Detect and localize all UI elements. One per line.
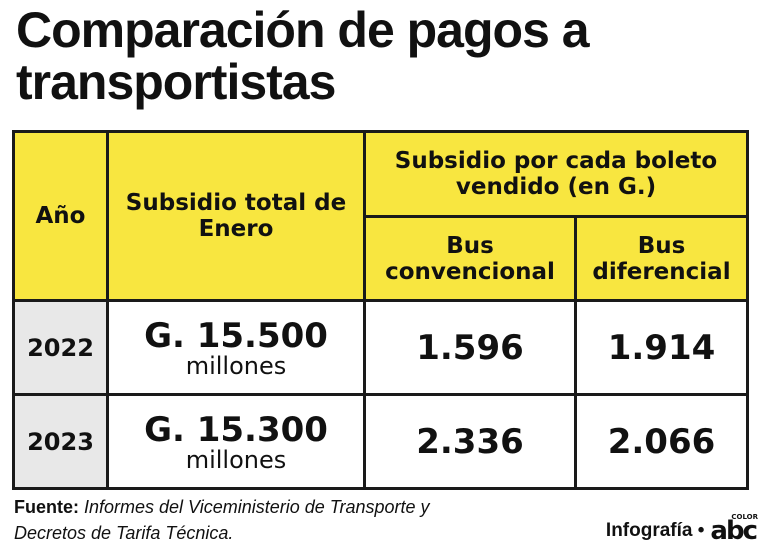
conventional-value: 1.596 [363, 299, 577, 396]
logo-text: abc [710, 516, 758, 546]
total-subsidy-cell: G. 15.500 millones [106, 299, 366, 396]
total-amount: G. 15.500 [144, 315, 328, 356]
total-amount: G. 15.300 [144, 409, 328, 450]
table-row: 2022 G. 15.500 millones 1.596 1.914 [12, 299, 749, 396]
row-year: 2023 [12, 393, 109, 490]
source-text: Informes del Viceministerio de Transport… [14, 497, 430, 543]
header-conventional-bus: Bus convencional [363, 215, 577, 302]
total-unit: millones [185, 445, 287, 474]
title-line-1: Comparación de pagos a [16, 2, 590, 58]
total-subsidy-cell: G. 15.300 millones [106, 393, 366, 490]
logo-small-text: COLOR [731, 513, 758, 521]
header-total-subsidy: Subsidio total de Enero [106, 130, 366, 302]
source-label: Fuente: [14, 497, 79, 517]
credit-text: Infografía • [605, 520, 705, 541]
row-year: 2022 [12, 299, 109, 396]
differential-value: 2.066 [574, 393, 749, 490]
abc-logo: abc COLOR [710, 513, 758, 544]
page-title: Comparación de pagos a transportistas [16, 4, 756, 108]
differential-value: 1.914 [574, 299, 749, 396]
table-row: 2023 G. 15.300 millones 2.336 2.066 [12, 393, 749, 490]
header-differential-bus: Bus diferencial [574, 215, 749, 302]
header-year: Año [12, 130, 109, 302]
conventional-value: 2.336 [363, 393, 577, 490]
credit-line: Infografía • abc COLOR [605, 513, 758, 544]
title-line-2: transportistas [16, 54, 336, 110]
source-note: Fuente: Informes del Viceministerio de T… [14, 494, 434, 546]
total-unit: millones [185, 351, 287, 380]
subsidy-table: Año Subsidio total de Enero Subsidio por… [12, 130, 749, 490]
header-per-ticket: Subsidio por cada boleto vendido (en G.) [363, 130, 749, 218]
